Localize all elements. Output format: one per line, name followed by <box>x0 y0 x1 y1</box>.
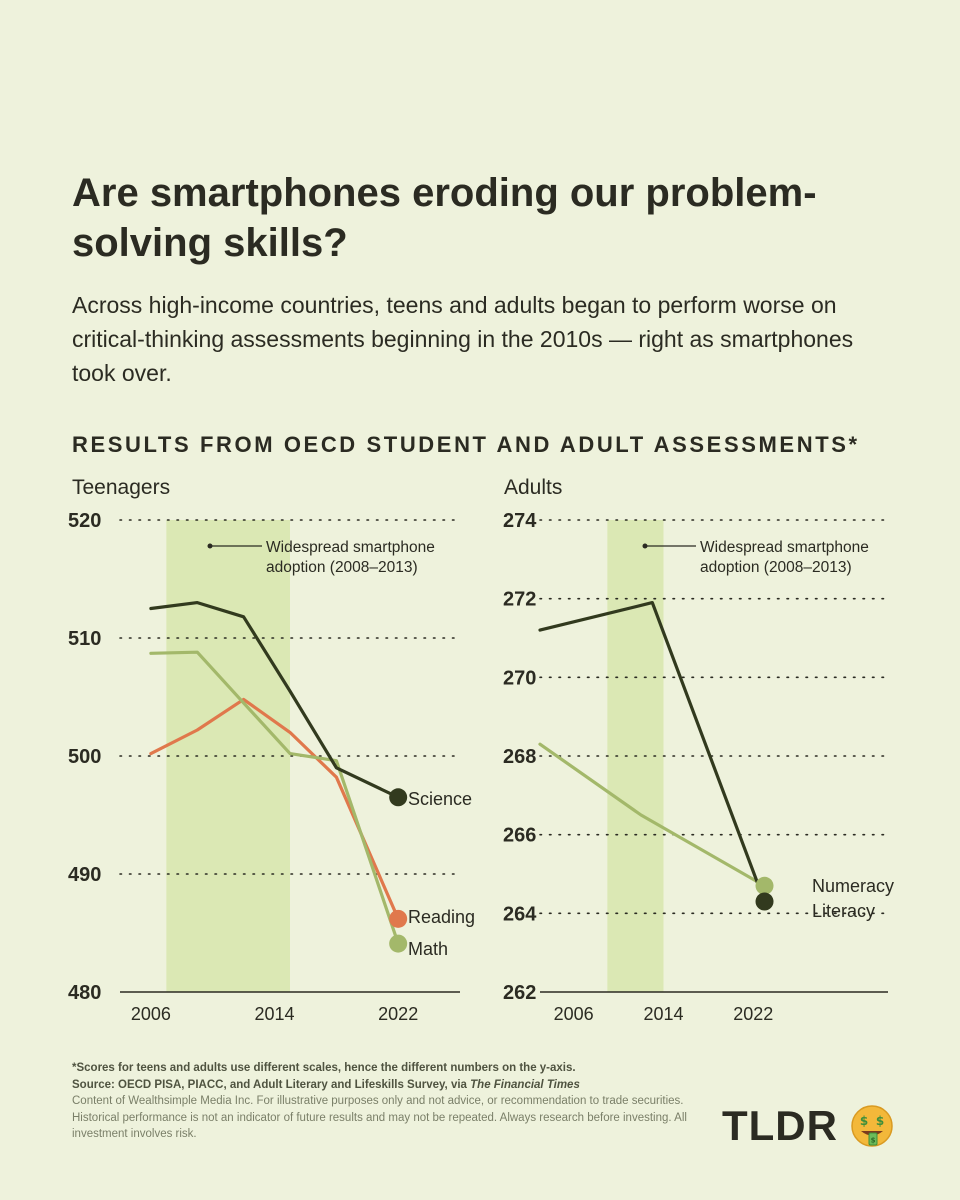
series-line-literacy <box>538 600 767 904</box>
tldr-logo: TLDR $ $ $ <box>722 1104 898 1148</box>
series-line-math <box>149 650 400 946</box>
x-tick-label: 2006 <box>554 1004 594 1024</box>
footnote-source-publication: The Financial Times <box>470 1078 580 1091</box>
x-tick-label: 2014 <box>643 1004 683 1024</box>
charts-canvas: Teenagers 480 490 500 510 520 2006 2014 2022 Wide… <box>68 476 894 1024</box>
footnote-disclaimer: Content of Wealthsimple Media Inc. For i… <box>72 1095 687 1140</box>
annotation-text: adoption (2008–2013) <box>266 559 418 576</box>
y-tick-label: 520 <box>68 510 101 532</box>
y-tick-label: 264 <box>503 903 537 925</box>
series-end-marker-literacy <box>755 892 774 911</box>
x-tick-label: 2006 <box>131 1004 171 1024</box>
series-label-math: Math <box>408 939 448 959</box>
svg-text:$: $ <box>871 1137 876 1145</box>
y-tick-label: 272 <box>503 589 536 611</box>
x-tick-label: 2022 <box>733 1004 773 1024</box>
y-tick-label: 510 <box>68 628 101 650</box>
y-tick-label: 490 <box>68 864 101 886</box>
footnote: *Scores for teens and adults use differe… <box>72 1060 692 1143</box>
series-label-reading: Reading <box>408 907 475 927</box>
page-subtitle: Across high-income countries, teens and … <box>72 292 854 386</box>
footnote-scale-note: *Scores for teens and adults use differe… <box>72 1062 576 1074</box>
series-line-reading <box>149 697 400 921</box>
series-line-science <box>149 600 400 799</box>
y-tick-label: 500 <box>68 746 101 768</box>
svg-text:$: $ <box>876 1114 884 1128</box>
x-tick-label: 2022 <box>378 1004 418 1024</box>
series-label-literacy: Literacy <box>812 901 875 921</box>
series-label-science: Science <box>408 789 472 809</box>
series-label-numeracy: Numeracy <box>812 876 894 896</box>
x-tick-label: 2014 <box>255 1004 295 1024</box>
panel-title-adults: Adults <box>504 476 562 499</box>
y-tick-label: 270 <box>503 667 536 689</box>
money-face-emoji-icon: $ $ $ <box>851 1105 893 1147</box>
logo-text: TLDR <box>722 1102 838 1149</box>
y-tick-label: 480 <box>68 982 101 1004</box>
svg-text:$: $ <box>860 1114 868 1128</box>
y-tick-label: 266 <box>503 825 536 847</box>
annotation-text: Widespread smartphone <box>700 539 869 556</box>
series-end-marker-math <box>389 934 408 953</box>
series-end-marker-reading <box>389 909 408 928</box>
page-title: Are smartphones eroding our problem-solv… <box>72 171 817 265</box>
footnote-source-prefix: Source: OECD PISA, PIACC, and Adult Lite… <box>72 1078 471 1091</box>
y-tick-label: 274 <box>503 510 537 532</box>
footnote-source: Source: OECD PISA, PIACC, and Adult Lite… <box>72 1077 692 1094</box>
section-heading: RESULTS FROM OECD STUDENT AND ADULT ASSE… <box>72 432 860 457</box>
y-tick-label: 262 <box>503 982 536 1004</box>
series-end-marker-science <box>389 788 408 807</box>
annotation-text: Widespread smartphone <box>266 539 435 556</box>
y-tick-label: 268 <box>503 746 536 768</box>
series-line-numeracy <box>538 742 767 888</box>
annotation-text: adoption (2008–2013) <box>700 559 852 576</box>
series-end-marker-numeracy <box>755 876 774 895</box>
panel-title-teenagers: Teenagers <box>72 476 170 499</box>
